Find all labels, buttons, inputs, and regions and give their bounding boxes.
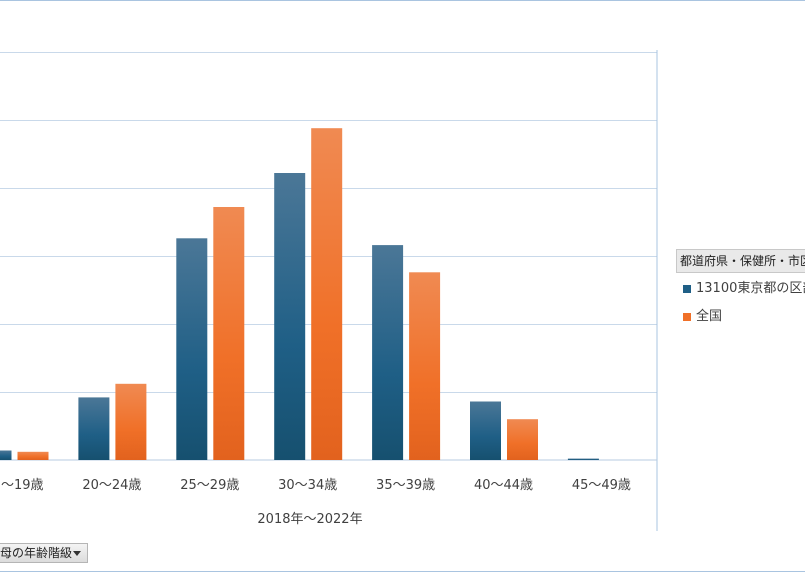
bar-series-1-3[interactable]: [176, 238, 208, 460]
legend-item-series-1: 13100東京都の区部: [676, 277, 805, 301]
bar-layer: [0, 128, 599, 460]
bar-series-2-3[interactable]: [213, 207, 245, 460]
x-axis-title: 2018年～2022年: [257, 512, 362, 527]
chart-frame-top-border: [0, 0, 805, 1]
x-tick-label-2: 20～24歳: [82, 478, 141, 493]
bar-series-1-7[interactable]: [567, 458, 599, 460]
x-tick-label-7: 45～49歳: [572, 478, 631, 493]
bar-series-2-4[interactable]: [311, 128, 343, 460]
bar-series-1-2[interactable]: [78, 397, 110, 460]
legend-label-series-2: 全国: [696, 309, 723, 324]
bar-series-2-1[interactable]: [17, 451, 49, 460]
legend-field-header[interactable]: 都道府県・保健所・市区町村: [676, 249, 805, 273]
legend-item-series-2: 全国: [676, 305, 805, 329]
axis-field-label: 母の年齢階級: [0, 546, 73, 560]
bar-series-1-1[interactable]: [0, 450, 12, 461]
gridlines: [0, 52, 657, 393]
bar-series-2-2[interactable]: [115, 383, 147, 460]
legend-label-series-1: 13100東京都の区部: [696, 281, 805, 296]
chart-frame-bottom-border: [0, 571, 805, 572]
axis-field-dropdown-button[interactable]: 母の年齢階級: [0, 543, 88, 563]
legend-swatch-series-1: [683, 285, 691, 293]
x-tick-label-4: 30～34歳: [278, 478, 337, 493]
x-tick-label-3: 25～29歳: [180, 478, 239, 493]
bar-series-1-5[interactable]: [372, 245, 404, 460]
bar-series-2-6[interactable]: [507, 419, 538, 460]
dropdown-arrow-icon: [73, 551, 81, 556]
x-tick-label-1: 15～19歳: [0, 478, 44, 493]
bar-series-1-4[interactable]: [274, 173, 306, 460]
x-tick-label-6: 40～44歳: [474, 478, 533, 493]
legend: 都道府県・保健所・市区町村 13100東京都の区部 全国: [676, 249, 805, 329]
legend-swatch-series-2: [683, 313, 691, 321]
bar-series-1-6[interactable]: [470, 401, 501, 461]
x-tick-label-5: 35～39歳: [376, 478, 435, 493]
x-tick-labels: 15～19歳 20～24歳 25～29歳 30～34歳 35～39歳 40～44歳 45～4…: [0, 478, 631, 493]
bar-series-2-5[interactable]: [409, 272, 441, 460]
